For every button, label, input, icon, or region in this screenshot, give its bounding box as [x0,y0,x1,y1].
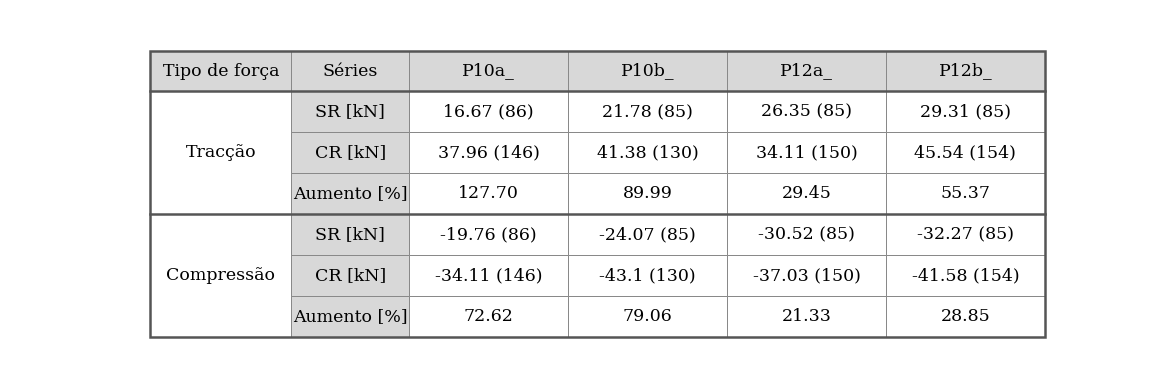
Bar [886,214,1045,255]
Bar [886,296,1045,337]
Text: 127.70: 127.70 [458,185,519,202]
Bar [409,91,568,132]
Text: SR [kN]: SR [kN] [315,227,385,243]
Text: 16.67 (86): 16.67 (86) [443,103,534,121]
Text: Aumento [%]: Aumento [%] [293,308,408,325]
Bar [568,91,728,132]
Bar [292,255,409,296]
Text: -32.27 (85): -32.27 (85) [916,227,1014,243]
Bar [292,174,409,214]
Text: 29.45: 29.45 [781,185,831,202]
Bar [409,255,568,296]
Bar [728,296,886,337]
Text: 21.78 (85): 21.78 (85) [602,103,693,121]
Text: -41.58 (154): -41.58 (154) [912,267,1019,285]
Text: 79.06: 79.06 [623,308,673,325]
Text: 26.35 (85): 26.35 (85) [761,103,852,121]
Bar [568,132,728,174]
Bar [886,255,1045,296]
Text: -43.1 (130): -43.1 (130) [599,267,696,285]
Bar [150,214,292,337]
Text: Aumento [%]: Aumento [%] [293,185,408,202]
Text: 28.85: 28.85 [941,308,990,325]
Bar [886,174,1045,214]
Bar [568,296,728,337]
Text: CR [kN]: CR [kN] [315,144,386,161]
Bar [568,255,728,296]
Text: 55.37: 55.37 [941,185,990,202]
Bar [568,51,728,91]
Bar [292,296,409,337]
Bar [728,132,886,174]
Text: 41.38 (130): 41.38 (130) [597,144,698,161]
Bar [409,51,568,91]
Text: -34.11 (146): -34.11 (146) [435,267,542,285]
Bar [409,174,568,214]
Bar [409,132,568,174]
Text: P12b_: P12b_ [939,63,992,79]
Bar [292,214,409,255]
Text: 21.33: 21.33 [781,308,831,325]
Bar [150,91,292,214]
Bar [568,214,728,255]
Text: -19.76 (86): -19.76 (86) [441,227,538,243]
Text: P12a_: P12a_ [780,63,833,79]
Text: 45.54 (154): 45.54 (154) [914,144,1017,161]
Bar [728,214,886,255]
Bar [728,91,886,132]
Bar [728,255,886,296]
Bar [886,91,1045,132]
Bar [886,51,1045,91]
Text: Compressão: Compressão [167,267,275,285]
Bar [886,132,1045,174]
Bar [409,296,568,337]
Text: P10b_: P10b_ [620,63,674,79]
Bar [728,174,886,214]
Bar [728,51,886,91]
Text: -24.07 (85): -24.07 (85) [599,227,696,243]
Text: CR [kN]: CR [kN] [315,267,386,285]
Text: 29.31 (85): 29.31 (85) [920,103,1011,121]
Bar [292,51,409,91]
Text: P10a_: P10a_ [462,63,515,79]
Text: Séries: Séries [323,63,378,79]
Bar [292,91,409,132]
Bar [150,51,292,91]
Bar [409,214,568,255]
Text: 89.99: 89.99 [623,185,673,202]
Text: -30.52 (85): -30.52 (85) [758,227,855,243]
Text: Tracção: Tracção [185,144,257,161]
Text: 72.62: 72.62 [464,308,513,325]
Text: 34.11 (150): 34.11 (150) [756,144,857,161]
Text: Tipo de força: Tipo de força [162,63,279,79]
Bar [568,174,728,214]
Text: -37.03 (150): -37.03 (150) [752,267,861,285]
Bar [292,132,409,174]
Text: 37.96 (146): 37.96 (146) [437,144,540,161]
Text: SR [kN]: SR [kN] [315,103,385,121]
